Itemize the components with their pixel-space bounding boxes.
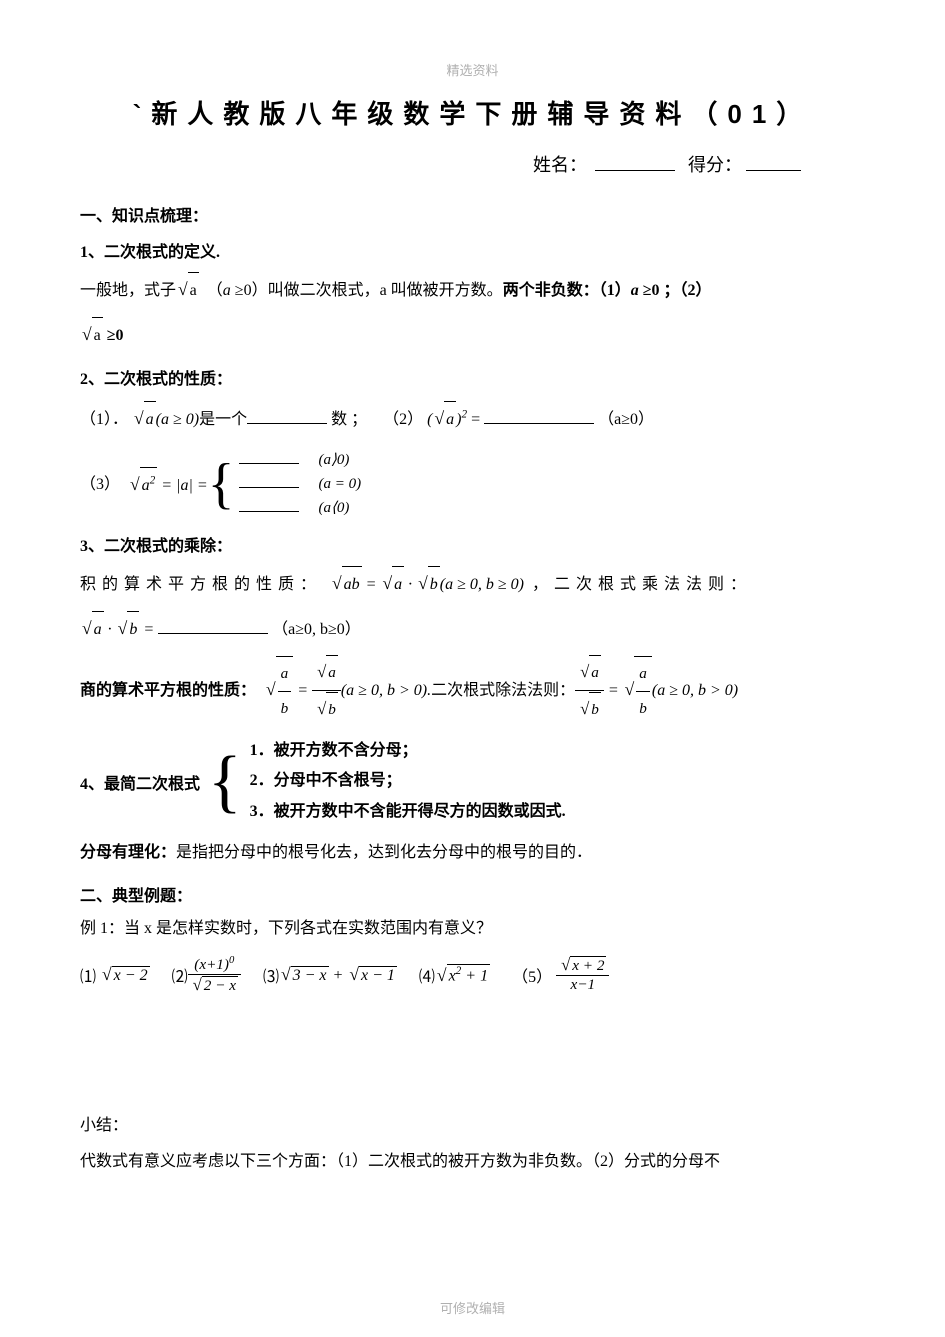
case-blank-2: [239, 487, 299, 488]
sqrt-a-icon-2: a: [80, 315, 103, 354]
name-score-row: 姓名： 得分：: [80, 151, 865, 177]
prop1-prefix: （1）．: [80, 411, 128, 428]
div-cond-2: (a ≥ 0, b > 0): [652, 673, 738, 708]
simple-rule-3: 3．被开方数中不含能开得尽方的因数或因式.: [250, 797, 566, 827]
def-ge0: ≥0: [107, 327, 124, 344]
rationalize-label: 分母有理化：: [80, 844, 176, 861]
case-cond-1: (a⟩0): [319, 448, 350, 472]
prop1-blank: [247, 423, 327, 424]
ex5-label: （5）: [512, 963, 552, 987]
property-3-row: （3） a2 = |a| = { (a⟩0) (a = 0) (a⟨0): [80, 448, 865, 520]
case-cond-3: (a⟨0): [319, 496, 350, 520]
mult-property-line-1: 积的算术平方根的性质： ab = a · b(a ≥ 0, b ≥ 0) ，二次…: [80, 564, 865, 603]
div-prop2-label: 二次根式除法法则：: [431, 673, 575, 708]
name-blank: [595, 170, 675, 171]
prop2-blank: [484, 423, 594, 424]
mult-prop1-label: 积的算术平方根的性质：: [80, 576, 322, 593]
example-1-text: 例 1：当 x 是怎样实数时，下列各式在实数范围内有意义？: [80, 914, 865, 944]
rationalize-line: 分母有理化：是指把分母中的根号化去，达到化去分母中的根号的目的．: [80, 835, 865, 870]
mult-prop2-label: ，二次根式乘法法则：: [532, 576, 752, 593]
sqrt-a-icon: a: [176, 270, 199, 309]
def-bold: 两个非负数：（1）a ≥0 ；（2）: [503, 282, 712, 299]
score-blank: [746, 170, 801, 171]
div-formula-1: ab = ab: [264, 654, 341, 729]
prop2-eq: =: [471, 411, 484, 428]
prop2-prefix: （2）: [383, 411, 423, 428]
mult-blank-suffix: （a≥0, b≥0）: [272, 621, 361, 638]
prop1-cond: (a ≥ 0): [156, 411, 199, 428]
sqrt-a-3: a: [132, 399, 156, 438]
simple-rule-1: 1．被开方数不含分母；: [250, 736, 566, 766]
ex1-label: ⑴: [80, 963, 96, 987]
summary-label: 小结：: [80, 1111, 865, 1141]
section-2-heading: 二、典型例题：: [80, 882, 865, 906]
ex4-label: ⑷: [419, 963, 435, 987]
div-prop1-label: 商的算术平方根的性质：: [80, 673, 256, 708]
ex3-label: ⑶: [263, 963, 279, 987]
ex-item-3: ⑶ 3 − x + x − 1: [263, 963, 397, 987]
ex-item-5: （5） x + 2x−1: [512, 955, 609, 994]
case-blank-1: [239, 463, 299, 464]
mult-blank: [158, 633, 268, 634]
footer-watermark: 可修改编辑: [0, 1298, 945, 1317]
subsection-1: 1、二次根式的定义.: [80, 238, 865, 262]
prop3-prefix: （3）: [80, 467, 120, 502]
prop2-suffix: （a≥0）: [598, 411, 654, 428]
header-watermark: 精选资料: [80, 60, 865, 79]
definition-line-1: 一般地，式子a （a ≥0）叫做二次根式，a 叫做被开方数。两个非负数：（1）a…: [80, 270, 865, 309]
simplest-radical-row: 4、最简二次根式 { 1．被开方数不含分母； 2．分母中不含根号； 3．被开方数…: [80, 736, 865, 827]
example-1-items: ⑴ x − 2 ⑵ (x+1)02 − x ⑶ 3 − x + x − 1 ⑷ …: [80, 955, 865, 995]
document-title: `新人教版八年级数学下册辅导资料（01）: [80, 94, 865, 131]
name-label: 姓名：: [533, 155, 587, 175]
mult-cond: (a ≥ 0, b ≥ 0): [440, 576, 524, 593]
definition-line-2: a ≥0: [80, 315, 865, 354]
ex-item-1: ⑴ x − 2: [80, 963, 150, 987]
mult-property-line-2: a · b = （a≥0, b≥0）: [80, 609, 865, 648]
sqrt-ab-formula: ab = a · b: [330, 576, 440, 593]
subsection-2: 2、二次根式的性质：: [80, 365, 865, 389]
prop1-mid: 是一个: [199, 411, 247, 428]
div-property-line: 商的算术平方根的性质： ab = ab (a ≥ 0, b > 0). 二次根式…: [80, 654, 865, 729]
subsection-3: 3、二次根式的乘除：: [80, 532, 865, 556]
div-formula-2: ab = ab: [575, 654, 652, 729]
sqrt-a-dot-b: a · b =: [80, 621, 158, 638]
score-label: 得分：: [688, 155, 742, 175]
prop1-suffix: 数 ；: [327, 411, 367, 428]
sqrt-a2-abs: a2 = |a| =: [128, 465, 208, 504]
ex-item-4: ⑷ x2 + 1: [419, 963, 490, 987]
sub4-heading: 4、最简二次根式: [80, 770, 200, 794]
section-1-heading: 一、知识点梳理：: [80, 202, 865, 226]
brace-icon: {: [208, 757, 242, 806]
simple-rule-2: 2．分母中不含根号；: [250, 766, 566, 796]
case-cond-2: (a = 0): [319, 472, 362, 496]
sqrt-a-squared: (a)2: [427, 411, 467, 428]
rationalize-text: 是指把分母中的根号化去，达到化去分母中的根号的目的．: [176, 844, 592, 861]
property-1-2-row: （1）． a(a ≥ 0)是一个 数 ； （2） (a)2 = （a≥0）: [80, 399, 865, 438]
div-cond-1: (a ≥ 0, b > 0).: [341, 673, 431, 708]
case-blank-3: [239, 511, 299, 512]
def-prefix: 一般地，式子: [80, 282, 176, 299]
ex2-label: ⑵: [172, 963, 188, 987]
left-brace-icon: {: [208, 462, 235, 507]
cases-brace: { (a⟩0) (a = 0) (a⟨0): [208, 448, 362, 520]
summary-text: 代数式有意义应考虑以下三个方面：（1）二次根式的被开方数为非负数。（2）分式的分…: [80, 1147, 865, 1177]
ex-item-2: ⑵ (x+1)02 − x: [172, 955, 241, 995]
def-mid: （a ≥0）叫做二次根式，a 叫做被开方数。: [203, 282, 503, 299]
